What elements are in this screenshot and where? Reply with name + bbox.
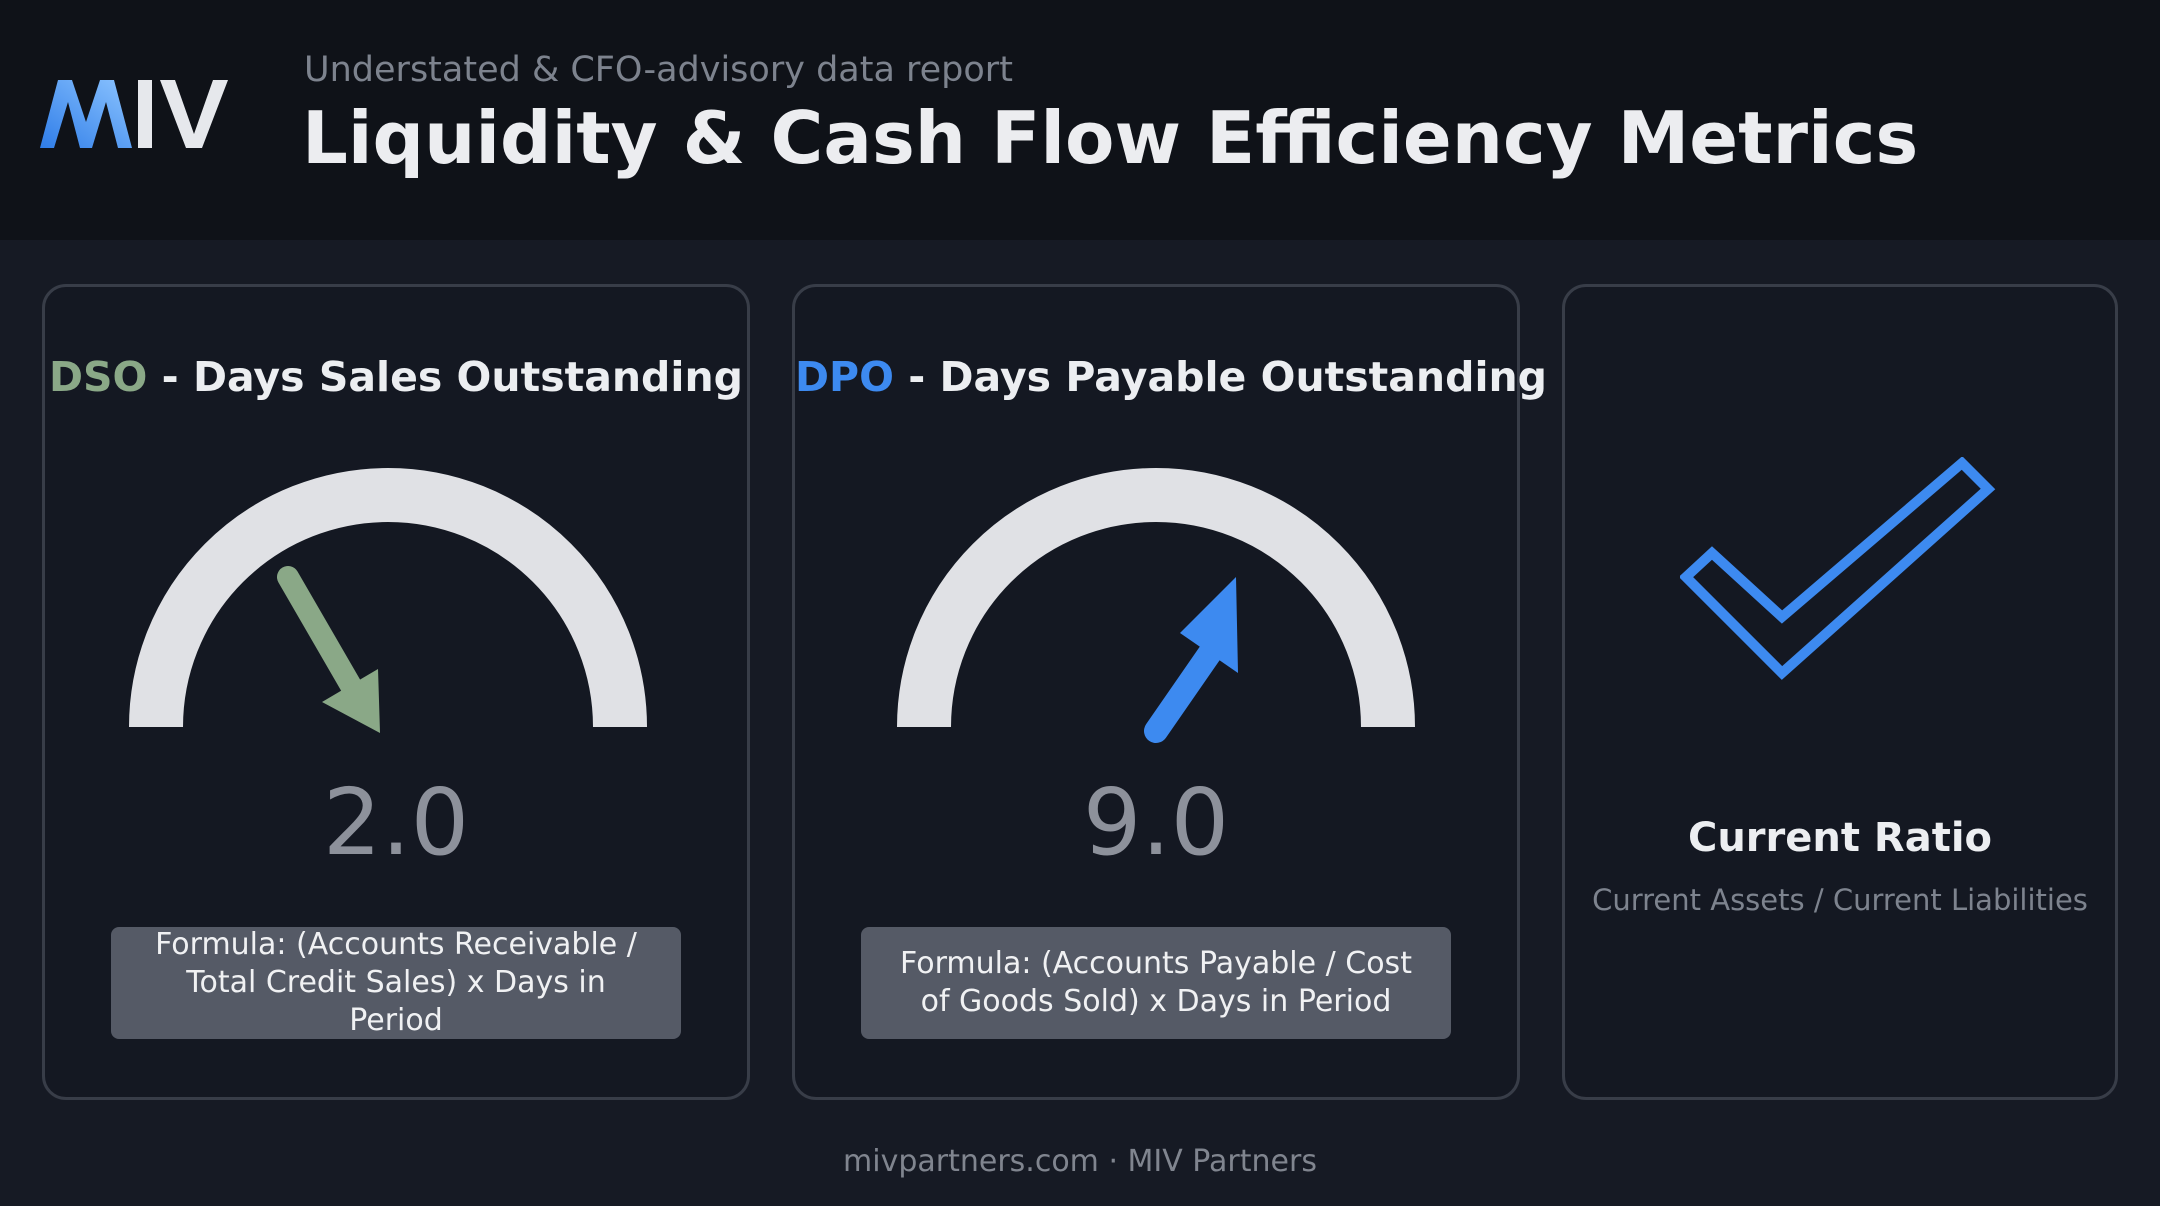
footer: mivpartners.com · MIV Partners — [843, 1144, 1317, 1179]
dpo-gauge-arc — [897, 468, 1415, 728]
dso-separator: - — [147, 353, 193, 401]
dpo-formula: Formula: (Accounts Payable / Cost of Goo… — [861, 927, 1451, 1039]
current-ratio-title: Current Ratio — [1687, 815, 1993, 861]
page-title: Liquidity & Cash Flow Efficiency Metrics — [302, 96, 1919, 180]
dpo-arrow-head — [1180, 577, 1238, 673]
dso-abbreviation: DSO — [48, 353, 148, 401]
dpo-arrow-shaft — [1144, 641, 1222, 743]
dso-arrow-head — [322, 669, 380, 733]
header: Understated & CFO-advisory data report L… — [0, 0, 2160, 240]
dso-gauge-arc — [129, 468, 647, 728]
checkmark-icon — [1680, 457, 1996, 680]
dpo-card: DPO - Days Payable Outstanding 9.0 Formu… — [792, 284, 1547, 1100]
dso-card: DSO - Days Sales Outstanding 2.0 Formula… — [42, 284, 750, 1100]
dpo-gauge — [897, 468, 1415, 743]
dpo-value: 9.0 — [1082, 769, 1230, 876]
dpo-separator: - — [893, 353, 940, 401]
dso-name: Days Sales Outstanding — [192, 353, 744, 401]
current-ratio-card: Current Ratio Current Assets / Current L… — [1562, 284, 2118, 1100]
miv-logo — [40, 80, 228, 148]
dpo-abbreviation: DPO — [795, 353, 894, 401]
dso-value: 2.0 — [322, 769, 470, 876]
dso-card-title: DSO - Days Sales Outstanding — [45, 353, 747, 401]
dso-gauge — [129, 468, 647, 733]
dso-formula: Formula: (Accounts Receivable / Total Cr… — [111, 927, 681, 1039]
report-subtitle: Understated & CFO-advisory data report — [304, 50, 1013, 90]
dpo-card-title: DPO - Days Payable Outstanding — [795, 353, 1547, 401]
current-ratio-formula: Current Assets / Current Liabilities — [1592, 883, 2088, 917]
dpo-name: Days Payable Outstanding — [939, 353, 1548, 401]
dso-arrow-shaft — [277, 566, 365, 702]
